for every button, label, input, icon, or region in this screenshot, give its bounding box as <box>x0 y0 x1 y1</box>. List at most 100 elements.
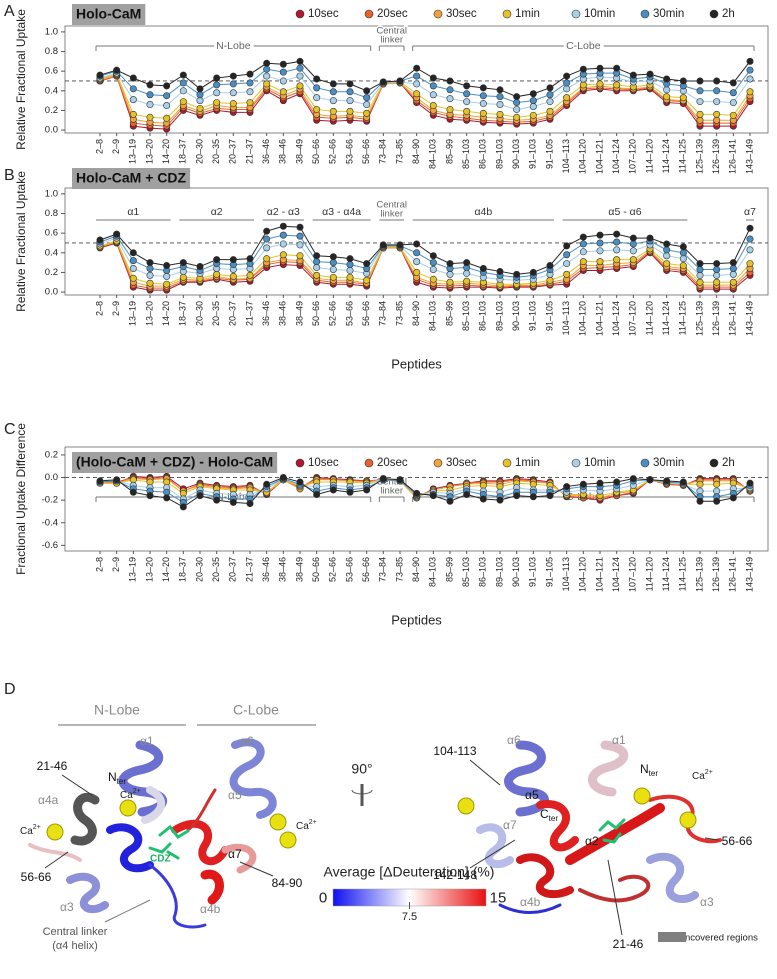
legend-marker <box>640 458 650 468</box>
x-tick-label: 85–103 <box>461 139 471 169</box>
data-point <box>196 85 204 93</box>
y-tick-label: 0.0 <box>45 472 58 483</box>
data-point <box>129 249 137 257</box>
data-point <box>446 278 454 286</box>
data-point <box>213 256 221 264</box>
data-point <box>146 279 154 287</box>
region-label: α2 - α3 <box>267 206 300 218</box>
x-tick-label: 84–103 <box>428 557 438 587</box>
terminus-label: Nter <box>108 770 126 786</box>
data-point <box>179 87 187 95</box>
data-point <box>279 231 287 239</box>
data-point <box>413 249 421 257</box>
data-point <box>246 500 254 508</box>
data-point <box>346 273 354 281</box>
x-tick-label: 104–120 <box>578 557 588 592</box>
data-point <box>513 270 521 278</box>
data-point <box>696 116 704 124</box>
data-point <box>729 89 737 97</box>
loop <box>186 788 217 832</box>
data-point <box>196 492 204 500</box>
legend-marker <box>571 458 581 468</box>
data-point <box>163 102 171 110</box>
data-point <box>696 265 704 273</box>
terminus-base: N <box>640 762 649 776</box>
x-tick-label: 86–103 <box>478 557 488 587</box>
data-point <box>596 231 604 239</box>
legend-marker <box>709 9 719 19</box>
data-point <box>713 98 721 106</box>
loop <box>148 863 207 929</box>
y-tick-label: 0.8 <box>45 46 58 57</box>
legend-marker <box>295 458 305 468</box>
data-point <box>646 70 654 78</box>
helix-label: α1 <box>140 734 154 748</box>
x-tick-label: 89–103 <box>494 557 504 587</box>
x-tick-label: 114–125 <box>678 301 688 335</box>
data-point <box>346 261 354 269</box>
data-point <box>746 246 754 254</box>
lobe-label: N-Lobe <box>94 702 140 718</box>
data-point <box>196 91 204 99</box>
series-line <box>99 73 751 119</box>
data-point <box>696 271 704 279</box>
terminus-sub: ter <box>649 769 659 778</box>
data-point <box>513 113 521 121</box>
data-point <box>463 277 471 285</box>
data-point <box>613 256 621 264</box>
x-tick-label: 104–121 <box>594 301 604 336</box>
data-point <box>396 476 404 484</box>
data-point <box>663 75 671 83</box>
data-point <box>296 232 304 240</box>
data-point <box>746 260 754 268</box>
data-point <box>696 110 704 118</box>
data-point <box>546 276 554 284</box>
data-point <box>479 109 487 117</box>
y-tick-label: 0.6 <box>45 66 58 77</box>
data-point <box>679 249 687 257</box>
x-tick-label: 53–66 <box>344 301 354 326</box>
data-point <box>663 240 671 248</box>
x-tick-label: 52–66 <box>328 139 338 164</box>
x-tick-label: 114–120 <box>644 139 654 173</box>
data-point <box>463 90 471 98</box>
data-point <box>513 99 521 107</box>
data-point <box>229 272 237 280</box>
data-point <box>729 111 737 119</box>
helix <box>221 843 257 874</box>
data-point <box>413 268 421 276</box>
data-point <box>729 259 737 267</box>
x-tick-label: 20–35 <box>211 557 221 582</box>
data-point <box>313 264 321 272</box>
terminus-base: N <box>108 770 117 784</box>
y-tick-label: 0.2 <box>45 267 58 278</box>
data-point <box>296 82 304 90</box>
loop <box>578 874 651 903</box>
legend-marker <box>571 9 581 19</box>
data-point <box>129 264 137 272</box>
data-point <box>729 270 737 278</box>
terminus-base: C <box>540 807 549 821</box>
arrow <box>607 859 623 936</box>
ion-sup: 2+ <box>705 769 713 776</box>
loop <box>498 903 562 914</box>
data-point <box>346 97 354 105</box>
x-tick-label: 104–120 <box>578 139 588 174</box>
data-point <box>263 80 271 88</box>
series-line <box>99 241 751 289</box>
x-tick-label: 38–46 <box>278 557 288 582</box>
data-point <box>563 251 571 259</box>
x-tick-label: 18–37 <box>178 139 188 164</box>
data-point <box>629 475 637 483</box>
x-tick-label: 104–124 <box>611 301 621 336</box>
x-tick-label: 104–113 <box>561 301 571 335</box>
data-point <box>746 75 754 83</box>
data-point <box>696 98 704 106</box>
data-point <box>329 486 337 494</box>
data-point <box>563 79 571 87</box>
data-point <box>546 107 554 115</box>
series-line <box>99 75 751 130</box>
data-point <box>729 264 737 272</box>
chart: A 0.0 0.2 0.4 0.6 0.8 1.0 Relative Fractional U… <box>4 3 769 174</box>
x-tick-label: 36–46 <box>261 301 271 326</box>
